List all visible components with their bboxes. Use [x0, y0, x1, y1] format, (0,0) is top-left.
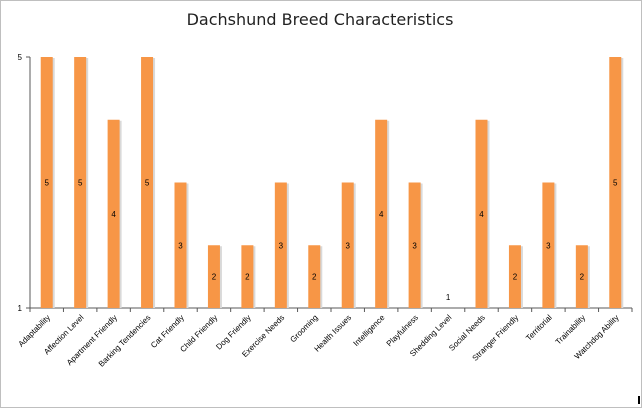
category-label: Adaptability — [17, 313, 53, 349]
category-label: Territorial — [524, 313, 554, 343]
data-label: 2 — [312, 273, 317, 282]
bar — [141, 57, 154, 308]
data-label: 2 — [245, 273, 250, 282]
data-label: 4 — [111, 210, 116, 219]
bar — [308, 245, 321, 308]
bar — [174, 182, 187, 308]
data-label: 5 — [145, 179, 150, 188]
bar — [274, 182, 287, 308]
data-label: 3 — [546, 241, 551, 250]
data-label: 3 — [279, 241, 284, 250]
data-label: 3 — [178, 241, 183, 250]
data-label: 2 — [212, 273, 217, 282]
bar — [107, 119, 120, 308]
data-label: 4 — [479, 210, 484, 219]
data-label: 2 — [580, 273, 585, 282]
bar — [40, 57, 53, 308]
bar — [575, 245, 588, 308]
data-label: 4 — [379, 210, 384, 219]
y-tick-label: 1 — [18, 304, 23, 313]
bar — [375, 119, 388, 308]
bar — [408, 182, 421, 308]
category-label: Playfulness — [385, 313, 420, 348]
bar — [609, 57, 622, 308]
bar — [241, 245, 254, 308]
data-label: 5 — [44, 179, 49, 188]
data-label: 3 — [345, 241, 350, 250]
chart-title: Dachshund Breed Characteristics — [187, 10, 454, 29]
bar — [475, 119, 488, 308]
data-label: 5 — [613, 179, 618, 188]
category-label: Grooming — [288, 313, 319, 344]
y-tick-label: 5 — [18, 53, 23, 62]
category-label: Intelligence — [352, 313, 387, 348]
bar — [74, 57, 87, 308]
bar — [207, 245, 220, 308]
data-label: 5 — [78, 179, 83, 188]
category-label: Trainability — [554, 313, 588, 347]
bar — [508, 245, 521, 308]
data-label: 1 — [446, 293, 451, 302]
data-label: 3 — [412, 241, 417, 250]
bar — [341, 182, 354, 308]
data-label: 2 — [513, 273, 518, 282]
bar — [542, 182, 555, 308]
corner-mark — [638, 396, 640, 404]
